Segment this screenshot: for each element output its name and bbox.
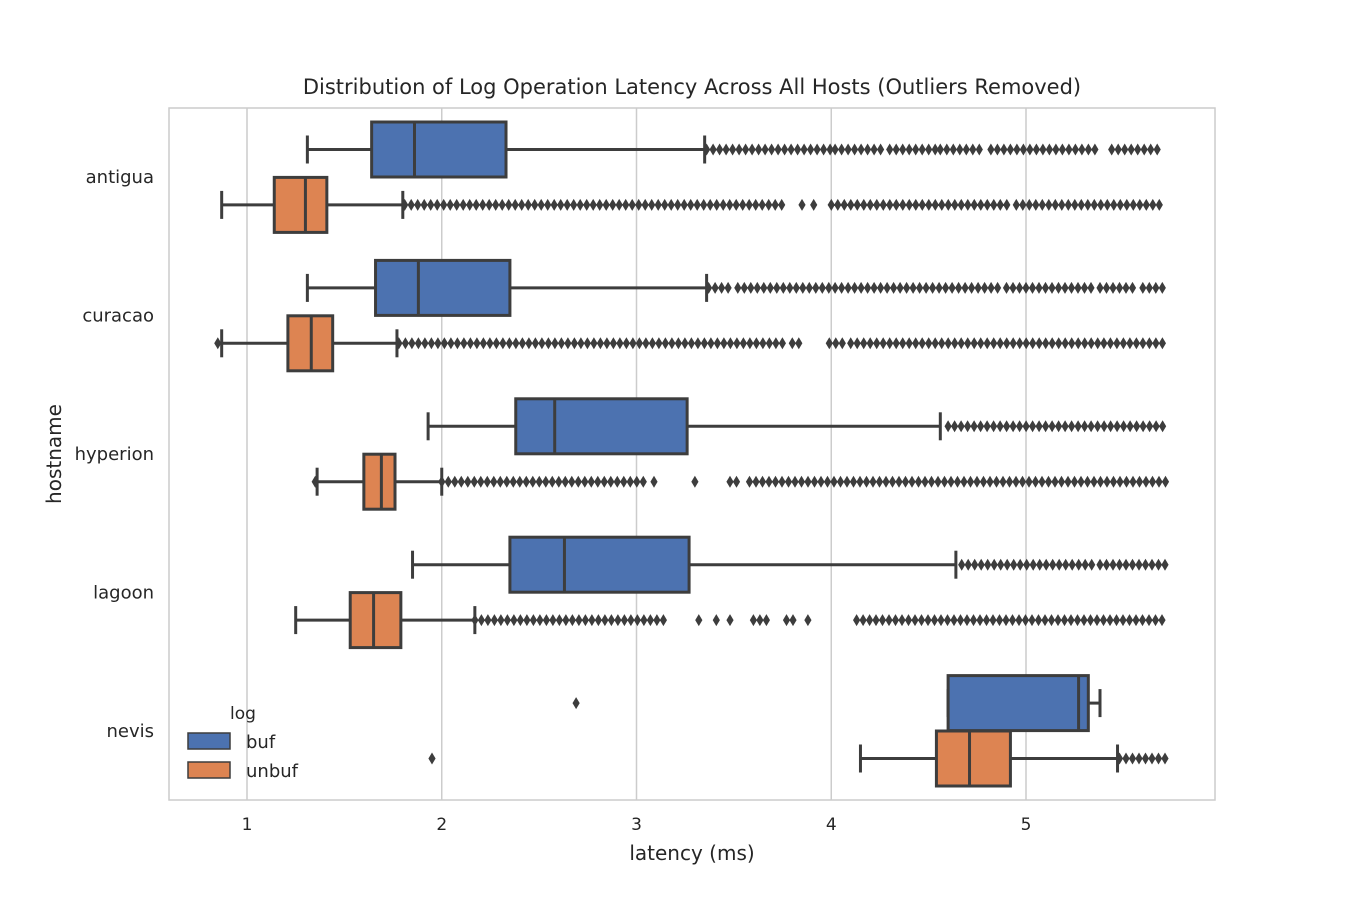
legend-title: log bbox=[230, 704, 256, 724]
outlier-markers bbox=[650, 475, 658, 488]
y-tick-label: lagoon bbox=[93, 582, 154, 603]
chart-title: Distribution of Log Operation Latency Ac… bbox=[303, 75, 1081, 99]
legend-label-unbuf: unbuf bbox=[246, 761, 299, 782]
outlier-markers bbox=[401, 198, 786, 211]
outlier-markers bbox=[745, 475, 1170, 488]
iqr-box bbox=[272, 175, 329, 234]
outlier-markers bbox=[695, 614, 703, 627]
y-tick-label: nevis bbox=[106, 721, 154, 742]
tick-labels: 1 2 3 4 5 antigua curacao hyperion lagoon nevis bbox=[75, 167, 1032, 835]
legend-label-buf: buf bbox=[246, 732, 276, 753]
outlier-markers bbox=[810, 198, 818, 211]
box-buf-curacao bbox=[305, 258, 1166, 317]
box-unbuf-curacao bbox=[214, 314, 1166, 373]
outlier-markers bbox=[572, 697, 580, 710]
outlier-markers bbox=[1096, 558, 1169, 571]
outlier-markers bbox=[782, 614, 797, 627]
outlier-markers bbox=[1096, 281, 1137, 294]
box-unbuf-lagoon bbox=[294, 591, 1166, 650]
outlier-markers bbox=[936, 143, 983, 156]
outlier-markers bbox=[311, 475, 319, 488]
outlier-markers bbox=[872, 614, 1166, 627]
iqr-box bbox=[514, 397, 689, 456]
box-unbuf-antigua bbox=[220, 175, 1163, 234]
box-buf-nevis bbox=[572, 674, 1102, 733]
outlier-markers bbox=[726, 475, 741, 488]
box-layer bbox=[214, 120, 1170, 788]
box-buf-lagoon bbox=[411, 535, 1169, 594]
outlier-markers bbox=[958, 558, 979, 571]
outlier-markers bbox=[438, 475, 647, 488]
outlier-markers bbox=[395, 337, 786, 350]
iqr-box bbox=[370, 120, 508, 179]
outlier-markers bbox=[1002, 281, 1095, 294]
outlier-markers bbox=[853, 614, 874, 627]
outlier-markers bbox=[977, 558, 1096, 571]
outlier-markers bbox=[691, 475, 699, 488]
outlier-markers bbox=[726, 614, 734, 627]
iqr-box bbox=[348, 591, 403, 650]
outlier-markers bbox=[1139, 281, 1166, 294]
outlier-markers bbox=[1108, 143, 1161, 156]
box-buf-antigua bbox=[305, 120, 1161, 179]
outlier-markers bbox=[831, 143, 885, 156]
outlier-markers bbox=[428, 752, 436, 765]
outlier-markers bbox=[825, 337, 846, 350]
outlier-markers bbox=[1012, 198, 1163, 211]
outlier-markers bbox=[1115, 752, 1169, 765]
outlier-markers bbox=[847, 337, 1102, 350]
outlier-markers bbox=[987, 143, 1099, 156]
plot-frame bbox=[168, 107, 1216, 801]
y-axis-label: hostname bbox=[42, 404, 66, 504]
y-tick-label: curacao bbox=[82, 306, 154, 327]
outlier-markers bbox=[827, 198, 1011, 211]
outlier-markers bbox=[749, 614, 770, 627]
box-buf-hyperion bbox=[426, 397, 1167, 456]
iqr-box bbox=[508, 535, 691, 594]
box-unbuf-nevis bbox=[428, 729, 1169, 788]
x-tick-label: 1 bbox=[242, 815, 253, 835]
outlier-markers bbox=[471, 614, 667, 627]
x-tick-label: 3 bbox=[631, 815, 642, 835]
outlier-markers bbox=[734, 281, 833, 294]
outlier-markers bbox=[712, 614, 720, 627]
iqr-box bbox=[362, 452, 397, 511]
outlier-markers bbox=[788, 337, 803, 350]
iqr-box bbox=[374, 258, 512, 317]
outlier-markers bbox=[804, 614, 812, 627]
box-unbuf-hyperion bbox=[311, 452, 1170, 511]
outlier-markers bbox=[703, 143, 834, 156]
iqr-box bbox=[946, 674, 1090, 733]
legend-swatch-unbuf bbox=[187, 761, 231, 779]
outlier-markers bbox=[705, 281, 732, 294]
outlier-markers bbox=[1100, 337, 1166, 350]
y-tick-label: hyperion bbox=[75, 444, 154, 465]
y-tick-label: antigua bbox=[86, 167, 154, 188]
outlier-markers bbox=[886, 143, 939, 156]
x-tick-label: 5 bbox=[1021, 815, 1032, 835]
outlier-markers bbox=[831, 281, 1002, 294]
outlier-markers bbox=[944, 420, 1167, 433]
legend: log buf unbuf bbox=[187, 704, 299, 782]
x-tick-label: 2 bbox=[436, 815, 447, 835]
legend-swatch-buf bbox=[187, 732, 231, 750]
outlier-markers bbox=[214, 337, 222, 350]
x-tick-label: 4 bbox=[826, 815, 837, 835]
x-axis-label: latency (ms) bbox=[629, 841, 754, 865]
iqr-box bbox=[934, 729, 1012, 788]
outlier-markers bbox=[798, 198, 806, 211]
